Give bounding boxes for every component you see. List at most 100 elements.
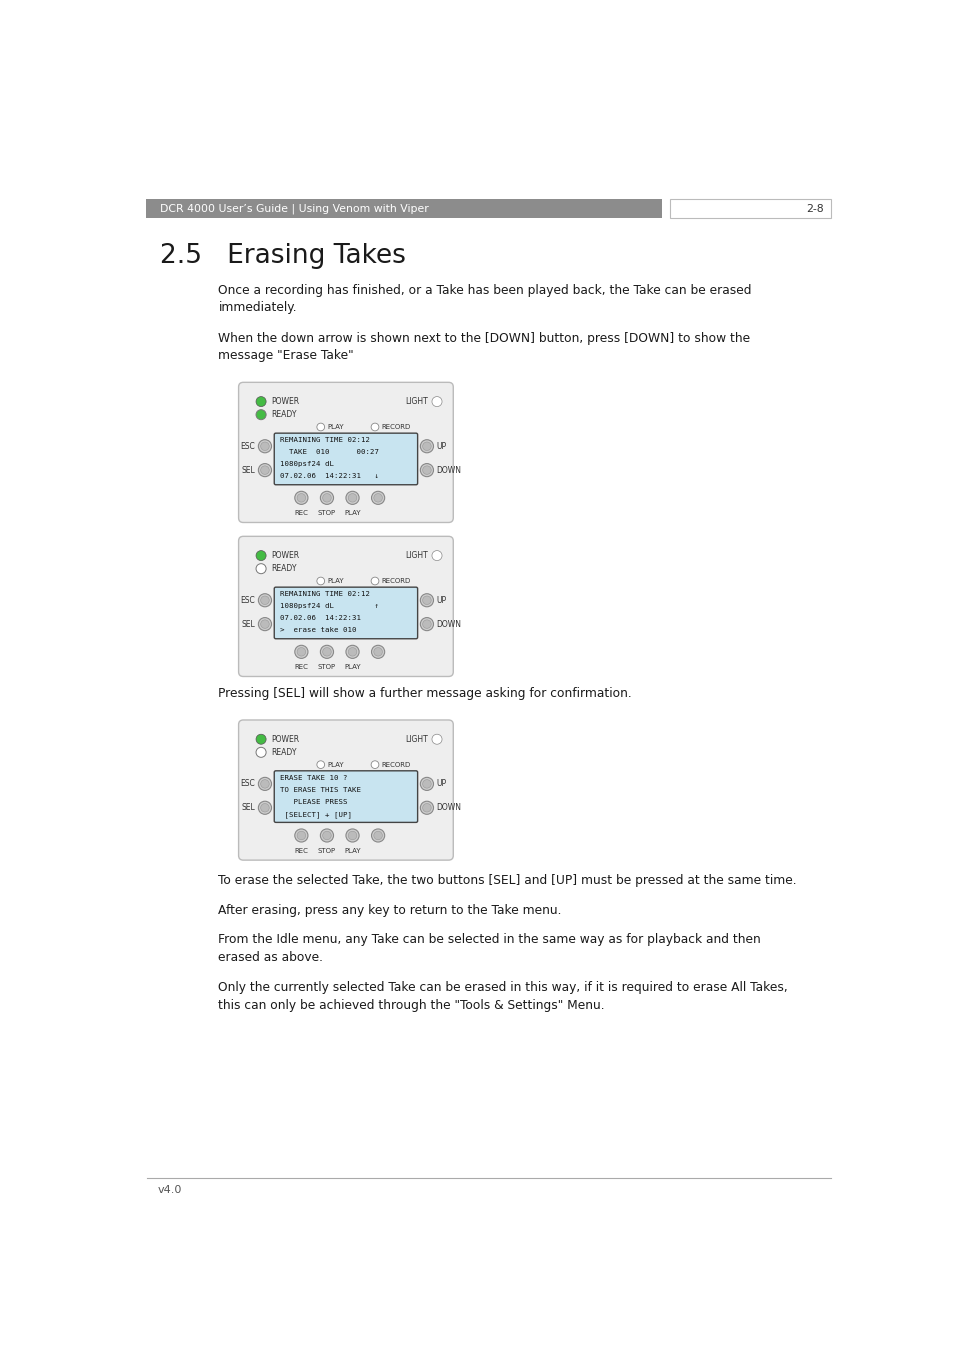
Text: RECORD: RECORD xyxy=(381,578,410,584)
Circle shape xyxy=(260,596,269,604)
Bar xyxy=(669,199,831,219)
Circle shape xyxy=(432,551,441,561)
Circle shape xyxy=(258,593,272,607)
Circle shape xyxy=(258,801,272,815)
Text: 07.02.06  14:22:31: 07.02.06 14:22:31 xyxy=(280,615,361,621)
Text: Only the currently selected Take can be erased in this way, if it is required to: Only the currently selected Take can be … xyxy=(218,981,787,1012)
Text: LIGHT: LIGHT xyxy=(404,397,427,407)
Circle shape xyxy=(422,804,431,812)
Text: SEL: SEL xyxy=(241,620,254,628)
Circle shape xyxy=(322,647,331,657)
Circle shape xyxy=(294,646,308,658)
Text: PLAY: PLAY xyxy=(344,665,360,670)
Text: ESC: ESC xyxy=(240,596,254,605)
Circle shape xyxy=(348,493,356,503)
Circle shape xyxy=(255,734,266,744)
Text: >  erase take 010: > erase take 010 xyxy=(280,627,356,634)
Circle shape xyxy=(420,593,433,607)
Text: SEL: SEL xyxy=(241,466,254,474)
Text: POWER: POWER xyxy=(271,397,299,407)
Text: PLEASE PRESS: PLEASE PRESS xyxy=(280,798,348,805)
Text: PLAY: PLAY xyxy=(327,762,343,767)
Circle shape xyxy=(374,493,382,503)
Circle shape xyxy=(348,831,356,840)
Circle shape xyxy=(320,830,334,842)
Text: [SELECT] + [UP]: [SELECT] + [UP] xyxy=(280,811,352,817)
Text: STOP: STOP xyxy=(317,665,335,670)
Text: PLAY: PLAY xyxy=(344,511,360,516)
Text: v4.0: v4.0 xyxy=(158,1185,182,1196)
Circle shape xyxy=(258,777,272,790)
Circle shape xyxy=(258,617,272,631)
Text: UP: UP xyxy=(436,596,446,605)
Circle shape xyxy=(371,577,378,585)
Text: PLAY: PLAY xyxy=(344,848,360,854)
Text: READY: READY xyxy=(271,748,296,757)
Circle shape xyxy=(255,409,266,420)
Text: READY: READY xyxy=(271,565,296,573)
Text: ESC: ESC xyxy=(240,442,254,451)
Bar xyxy=(146,199,661,219)
Circle shape xyxy=(294,830,308,842)
Text: SEL: SEL xyxy=(241,804,254,812)
Circle shape xyxy=(346,830,358,842)
Text: LIGHT: LIGHT xyxy=(404,551,427,561)
Text: ESC: ESC xyxy=(240,780,254,789)
Text: DOWN: DOWN xyxy=(436,620,460,628)
Text: 2.5   Erasing Takes: 2.5 Erasing Takes xyxy=(159,243,405,269)
FancyBboxPatch shape xyxy=(274,771,417,823)
Text: 07.02.06  14:22:31   ↓: 07.02.06 14:22:31 ↓ xyxy=(280,473,379,480)
Circle shape xyxy=(371,761,378,769)
Circle shape xyxy=(260,804,269,812)
Circle shape xyxy=(432,397,441,407)
Circle shape xyxy=(255,551,266,561)
Circle shape xyxy=(260,620,269,628)
Circle shape xyxy=(371,830,384,842)
Circle shape xyxy=(420,439,433,453)
Text: From the Idle menu, any Take can be selected in the same way as for playback and: From the Idle menu, any Take can be sele… xyxy=(218,934,760,963)
Circle shape xyxy=(260,780,269,788)
Text: DCR 4000 User’s Guide | Using Venom with Viper: DCR 4000 User’s Guide | Using Venom with… xyxy=(159,204,428,213)
Circle shape xyxy=(432,734,441,744)
Circle shape xyxy=(422,780,431,788)
Circle shape xyxy=(348,647,356,657)
Circle shape xyxy=(422,596,431,604)
Text: REC: REC xyxy=(294,848,308,854)
Circle shape xyxy=(346,646,358,658)
Text: After erasing, press any key to return to the Take menu.: After erasing, press any key to return t… xyxy=(218,904,561,916)
Circle shape xyxy=(255,397,266,407)
Circle shape xyxy=(374,831,382,840)
Text: Pressing [SEL] will show a further message asking for confirmation.: Pressing [SEL] will show a further messa… xyxy=(218,688,632,700)
FancyBboxPatch shape xyxy=(274,588,417,639)
Circle shape xyxy=(258,463,272,477)
Text: RECORD: RECORD xyxy=(381,762,410,767)
FancyBboxPatch shape xyxy=(238,720,453,861)
Text: 1080psf24 dL: 1080psf24 dL xyxy=(280,461,335,467)
Text: To erase the selected Take, the two buttons [SEL] and [UP] must be pressed at th: To erase the selected Take, the two butt… xyxy=(218,874,797,888)
Circle shape xyxy=(296,493,305,503)
Text: POWER: POWER xyxy=(271,735,299,744)
Circle shape xyxy=(374,647,382,657)
Text: POWER: POWER xyxy=(271,551,299,561)
Circle shape xyxy=(322,493,331,503)
Circle shape xyxy=(316,761,324,769)
Circle shape xyxy=(371,423,378,431)
Circle shape xyxy=(371,492,384,504)
Text: UP: UP xyxy=(436,780,446,789)
Circle shape xyxy=(371,646,384,658)
Circle shape xyxy=(260,442,269,450)
Circle shape xyxy=(316,423,324,431)
Circle shape xyxy=(316,577,324,585)
Circle shape xyxy=(420,617,433,631)
Text: DOWN: DOWN xyxy=(436,804,460,812)
Circle shape xyxy=(296,831,305,840)
Text: STOP: STOP xyxy=(317,848,335,854)
Circle shape xyxy=(346,492,358,504)
Text: UP: UP xyxy=(436,442,446,451)
Circle shape xyxy=(422,466,431,474)
Circle shape xyxy=(258,439,272,453)
Text: 1080psf24 dL         ↑: 1080psf24 dL ↑ xyxy=(280,603,379,609)
Circle shape xyxy=(320,492,334,504)
Circle shape xyxy=(294,492,308,504)
Circle shape xyxy=(260,466,269,474)
